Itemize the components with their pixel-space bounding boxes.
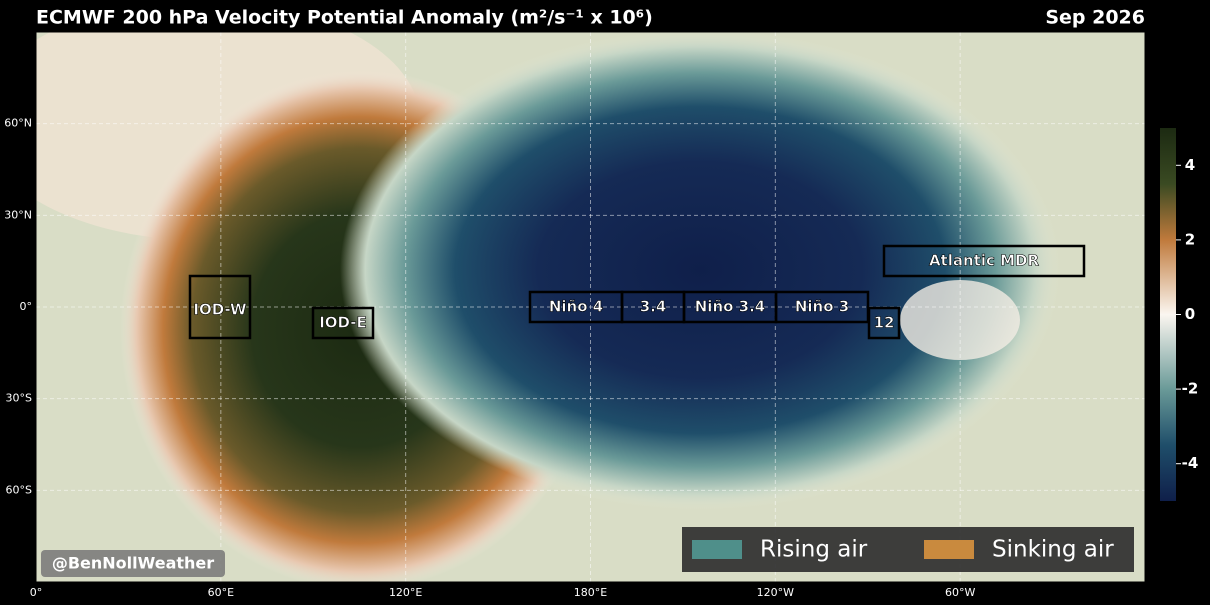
lat-label: 30°S: [6, 392, 32, 405]
colorbar-label: 2: [1185, 230, 1195, 248]
region-label: IOD-W: [193, 301, 247, 319]
region-label: Niño 3: [795, 298, 849, 316]
lon-label: 180°E: [574, 586, 607, 599]
lat-label: 60°S: [6, 483, 32, 496]
region-label: IOD-E: [319, 314, 367, 332]
credit-box: [41, 550, 225, 577]
map: [36, 32, 1145, 582]
region-box: [882, 244, 1086, 278]
region-box: [867, 306, 901, 340]
colorbar-label: 0: [1185, 305, 1195, 323]
colorbar-label: -4: [1182, 454, 1199, 472]
colorbar-label: -2: [1182, 380, 1199, 398]
colorbar-label: 4: [1185, 156, 1195, 174]
region-label: Atlantic MDR: [929, 252, 1040, 270]
region-label: 12: [874, 314, 895, 332]
legend-label: Rising air: [760, 537, 868, 563]
map-frame: [35, 31, 1146, 583]
region-label: Niño 3.4: [695, 298, 765, 316]
region-label: Niño 4: [549, 298, 603, 316]
lon-label: 60°W: [945, 586, 975, 599]
colorbar: [1160, 128, 1176, 501]
lon-label: 0°: [30, 586, 43, 599]
rising-anomaly: [340, 32, 1060, 510]
legend-swatch: [692, 540, 742, 559]
region-label: 3.4: [640, 298, 667, 316]
lon-label: 120°E: [389, 586, 422, 599]
legend-box: [682, 527, 1134, 572]
lon-label: 120°W: [757, 586, 794, 599]
lat-label: 30°N: [4, 208, 32, 221]
region-box: [188, 274, 252, 340]
title: ECMWF 200 hPa Velocity Potential Anomaly…: [36, 7, 653, 29]
lat-label: 0°: [20, 300, 33, 313]
date: Sep 2026: [1045, 7, 1145, 29]
legend-swatch: [924, 540, 974, 559]
legend-label: Sinking air: [992, 537, 1114, 563]
lat-label: 60°N: [4, 117, 32, 130]
lon-label: 60°E: [208, 586, 234, 599]
credit: @BenNollWeather: [52, 554, 214, 573]
region-box: [311, 306, 375, 340]
